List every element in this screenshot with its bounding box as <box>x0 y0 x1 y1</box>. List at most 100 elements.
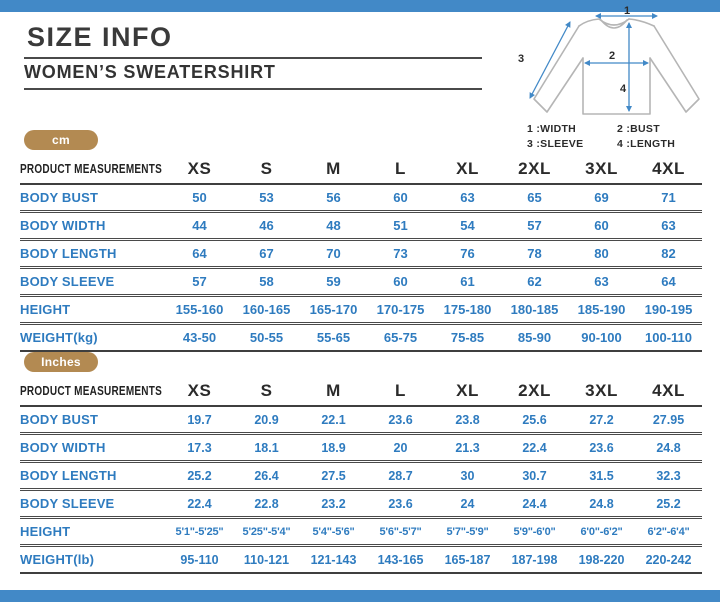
measurement-row: BODY SLEEVE 22.4 22.8 23.2 23.6 24 24.4 24.8 25.… <box>20 490 702 518</box>
size-value-cell: 175-180 <box>443 302 492 317</box>
size-value-cell: 43-50 <box>182 330 217 345</box>
size-value-cell: 121-143 <box>310 552 357 567</box>
size-column-header: 2XL <box>518 159 551 178</box>
measurement-row-label: BODY BUST <box>20 412 99 427</box>
size-value-cell: 24.8 <box>589 496 614 511</box>
size-value-cell: 59 <box>326 274 341 289</box>
size-value-cell: 5'4"-5'6" <box>312 525 355 538</box>
size-value-cell: 50 <box>192 190 207 205</box>
legend-item-width: 1 :WIDTH <box>527 123 577 135</box>
measurement-row: WEIGHT(kg) 43-50 50-55 55-65 65-75 75-85 85-90… <box>20 324 702 351</box>
size-value-cell: 70 <box>326 246 341 261</box>
measurement-row: BODY WIDTH 17.3 18.1 18.9 20 21.3 22.4 23.6 24.8 <box>20 434 702 462</box>
size-table-inches: PRODUCT MEASUREMENTS XS S M L XL 2XL 3XL 4XL BO… <box>20 377 702 574</box>
size-value-cell: 21.3 <box>455 440 480 455</box>
measurement-row-label: WEIGHT(lb) <box>20 552 95 567</box>
size-value-cell: 198-220 <box>578 552 625 567</box>
measurement-row-label: BODY LENGTH <box>20 246 117 261</box>
unit-badge-cm: cm <box>24 130 98 150</box>
measurement-row: BODY WIDTH 44 46 48 51 54 57 60 63 <box>20 212 702 240</box>
size-value-cell: 32.3 <box>656 468 681 483</box>
size-value-cell: 82 <box>661 246 676 261</box>
size-value-cell: 24.8 <box>656 440 681 455</box>
size-value-cell: 58 <box>259 274 274 289</box>
measurement-row-label: WEIGHT(kg) <box>20 330 98 345</box>
size-value-cell: 23.8 <box>455 412 480 427</box>
legend-item-sleeve: 3 :SLEEVE <box>527 138 584 150</box>
top-accent-bar <box>0 0 720 12</box>
size-value-cell: 20 <box>393 440 408 455</box>
size-value-cell: 22.8 <box>254 496 279 511</box>
size-value-cell: 25.2 <box>187 468 212 483</box>
size-column-header: XL <box>456 159 479 178</box>
size-value-cell: 78 <box>527 246 542 261</box>
size-value-cell: 53 <box>259 190 274 205</box>
measurement-row-label: HEIGHT <box>20 302 71 317</box>
measurement-row-label: BODY SLEEVE <box>20 496 115 511</box>
size-value-cell: 48 <box>326 218 341 233</box>
size-value-cell: 5'9"-6'0" <box>513 525 556 538</box>
title-divider <box>24 57 482 59</box>
size-value-cell: 23.2 <box>321 496 346 511</box>
size-value-cell: 95-110 <box>180 552 219 567</box>
measurement-row: BODY LENGTH 64 67 70 73 76 78 80 82 <box>20 240 702 268</box>
size-header-row: PRODUCT MEASUREMENTS XS S M L XL 2XL 3XL 4XL <box>20 377 702 406</box>
size-value-cell: 27.95 <box>652 412 685 427</box>
bust-marker: 2 <box>609 50 615 62</box>
size-value-cell: 85-90 <box>517 330 552 345</box>
size-value-cell: 76 <box>460 246 475 261</box>
size-value-cell: 50-55 <box>249 330 284 345</box>
size-value-cell: 160-165 <box>242 302 291 317</box>
size-value-cell: 65 <box>527 190 542 205</box>
product-subtitle: WOMEN’S SWEATERSHIRT <box>24 62 276 82</box>
measurement-row-label: HEIGHT <box>20 524 71 539</box>
size-value-cell: 143-165 <box>377 552 424 567</box>
size-header-row: PRODUCT MEASUREMENTS XS S M L XL 2XL 3XL 4XL <box>20 155 702 184</box>
size-column-header: 2XL <box>518 381 551 400</box>
size-value-cell: 61 <box>460 274 475 289</box>
size-value-cell: 73 <box>393 246 408 261</box>
size-value-cell: 62 <box>527 274 542 289</box>
size-value-cell: 63 <box>594 274 609 289</box>
size-value-cell: 187-198 <box>511 552 558 567</box>
size-column-header: 3XL <box>585 159 618 178</box>
legend-item-bust: 2 :BUST <box>617 123 660 135</box>
size-column-header: XS <box>187 381 212 400</box>
size-value-cell: 110-121 <box>243 552 290 567</box>
size-value-cell: 69 <box>594 190 609 205</box>
size-column-header: M <box>326 159 341 178</box>
size-value-cell: 26.4 <box>254 468 279 483</box>
size-value-cell: 19.7 <box>187 412 212 427</box>
length-marker: 4 <box>620 83 627 95</box>
measurement-row-label: BODY LENGTH <box>20 468 117 483</box>
legend-item-length: 4 :LENGTH <box>617 138 676 150</box>
size-value-cell: 220-242 <box>645 552 692 567</box>
size-value-cell: 18.1 <box>254 440 279 455</box>
size-value-cell: 155-160 <box>175 302 224 317</box>
size-value-cell: 51 <box>393 218 408 233</box>
measurement-row: BODY LENGTH 25.2 26.4 27.5 28.7 30 30.7 31.5 32.… <box>20 462 702 490</box>
size-value-cell: 165-170 <box>309 302 358 317</box>
size-value-cell: 6'0"-6'2" <box>580 525 623 538</box>
page-title: SIZE INFO <box>27 22 173 52</box>
size-value-cell: 60 <box>393 190 408 205</box>
measurement-row-label: BODY WIDTH <box>20 218 106 233</box>
size-table-cm: PRODUCT MEASUREMENTS XS S M L XL 2XL 3XL 4XL BO… <box>20 155 702 352</box>
size-value-cell: 6'2"-6'4" <box>647 525 690 538</box>
size-value-cell: 30 <box>460 468 475 483</box>
measurement-row-label: BODY WIDTH <box>20 440 106 455</box>
size-value-cell: 63 <box>661 218 676 233</box>
size-value-cell: 80 <box>594 246 609 261</box>
size-value-cell: 67 <box>259 246 274 261</box>
size-value-cell: 27.5 <box>321 468 346 483</box>
measurement-row: BODY BUST 19.7 20.9 22.1 23.6 23.8 25.6 27.2 27.… <box>20 406 702 434</box>
size-column-header: 4XL <box>652 159 685 178</box>
unit-badge-inches: Inches <box>24 352 98 372</box>
size-value-cell: 190-195 <box>644 302 693 317</box>
size-value-cell: 56 <box>326 190 341 205</box>
width-marker: 1 <box>624 6 630 17</box>
measurement-arrows <box>529 13 658 112</box>
size-value-cell: 22.4 <box>522 440 547 455</box>
size-value-cell: 44 <box>192 218 207 233</box>
size-value-cell: 180-185 <box>510 302 559 317</box>
